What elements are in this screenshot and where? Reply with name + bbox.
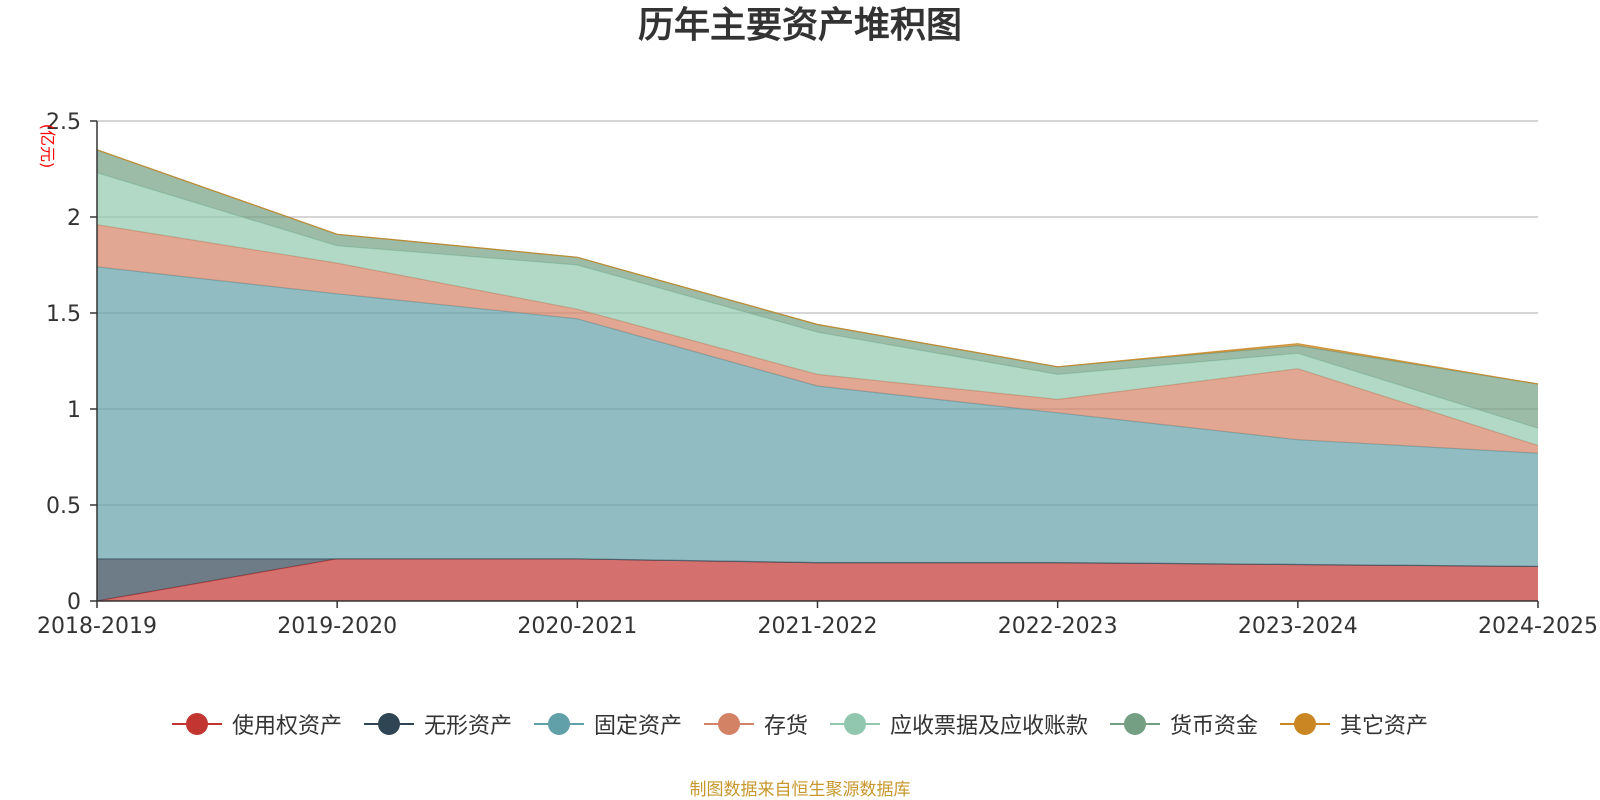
legend-item[interactable]: 其它资产: [1280, 708, 1428, 740]
x-tick-label: 2021-2022: [758, 614, 878, 639]
legend-label: 使用权资产: [231, 714, 342, 739]
area-series: [96, 149, 1539, 602]
legend-label: 固定资产: [593, 714, 682, 739]
y-tick-label: 1: [67, 398, 81, 423]
y-tick-label: 1.5: [46, 302, 81, 327]
series-line-6: [96, 149, 1539, 385]
y-axis-label: (亿元): [38, 124, 57, 169]
area-4: [97, 172, 1538, 446]
x-tick-label: 2018-2019: [37, 614, 157, 639]
legend-item[interactable]: 使用权资产: [171, 708, 342, 740]
chart-title: 历年主要资产堆积图: [637, 5, 962, 46]
axes: 0 0.5 1 1.5 2 2.5(亿元) 2018-2019 2019-2020 2020-2…: [37, 110, 1598, 639]
area-3: [97, 224, 1538, 454]
x-tick-label: 2022-2023: [998, 614, 1118, 639]
legend-marker-icon: [1110, 712, 1161, 736]
legend-item[interactable]: 存货: [703, 708, 808, 740]
legend-label: 应收票据及应收账款: [890, 714, 1089, 739]
legend-marker-icon: [533, 712, 584, 736]
source-note: 制图数据来自恒生聚源数据库: [689, 780, 911, 800]
y-tick-label: 2: [67, 206, 81, 231]
legend-item[interactable]: 应收票据及应收账款: [830, 708, 1088, 740]
legend-label: 无形资产: [423, 714, 512, 739]
legend-item[interactable]: 货币资金: [1110, 708, 1258, 740]
legend-marker-icon: [830, 712, 880, 736]
area-6: [97, 149, 1538, 384]
area-2: [97, 266, 1538, 567]
legend-item[interactable]: 固定资产: [533, 708, 682, 740]
legend: 使用权资产 无形资产 固定资产 存货 应收票据及应收账款 货币资金 其它资产: [0, 708, 1600, 740]
legend-label: 存货: [763, 714, 808, 739]
legend-marker-icon: [1280, 712, 1331, 736]
y-tick-label: 0: [67, 590, 81, 615]
legend-label: 其它资产: [1340, 714, 1429, 739]
legend-marker-icon: [363, 712, 414, 736]
x-tick-label: 2020-2021: [517, 614, 637, 639]
area-1: [97, 558, 1538, 601]
x-tick-label: 2023-2024: [1238, 614, 1358, 639]
y-tick-label: 0.5: [46, 494, 81, 519]
legend-marker-icon: [171, 712, 222, 736]
legend-item[interactable]: 无形资产: [363, 708, 512, 740]
x-tick-label: 2019-2020: [277, 614, 397, 639]
x-tick-label: 2024-2025: [1478, 614, 1598, 639]
y-tick-label: 2.5: [46, 110, 81, 135]
area-5: [97, 149, 1538, 429]
legend-marker-icon: [703, 712, 754, 736]
area-0: [97, 558, 1538, 601]
legend-label: 货币资金: [1170, 714, 1259, 739]
